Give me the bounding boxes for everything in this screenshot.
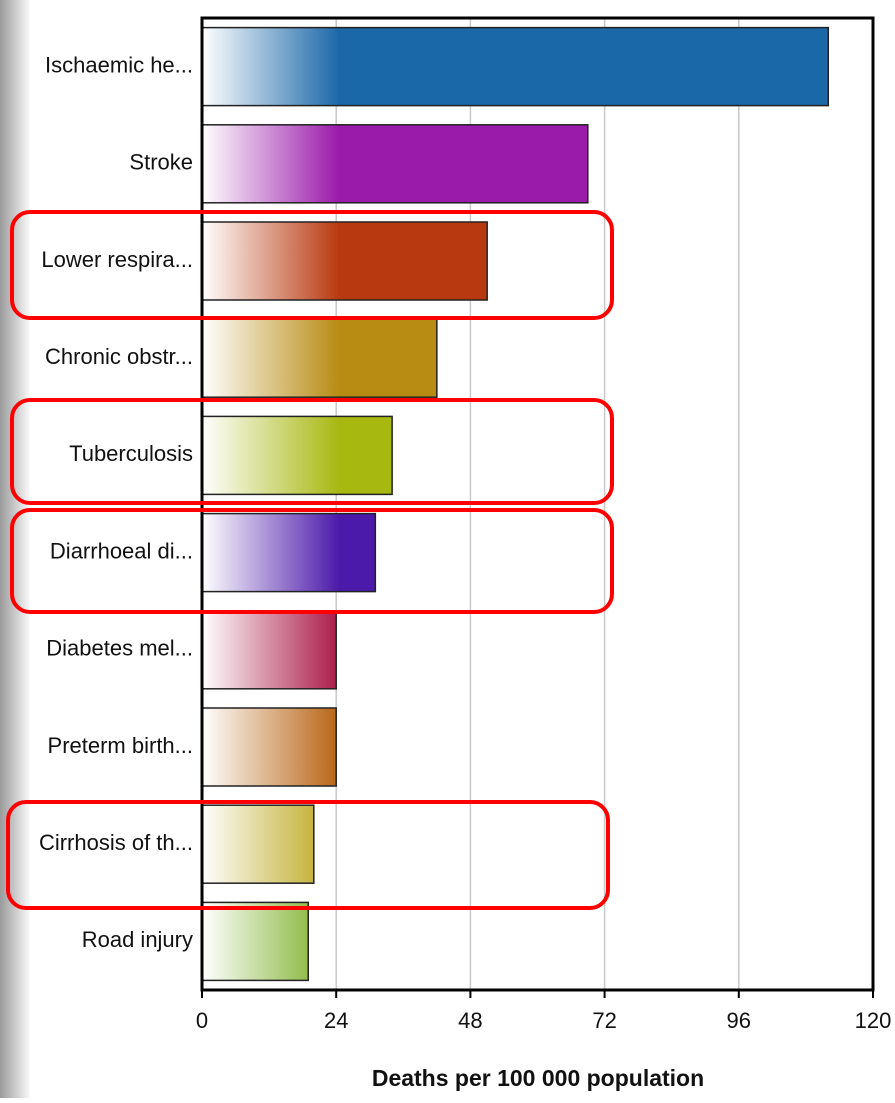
bar	[201, 124, 589, 204]
x-tick-label: 24	[324, 1008, 348, 1033]
y-tick-label: Preterm birth...	[48, 733, 193, 758]
bar	[201, 804, 315, 884]
bar	[201, 512, 377, 593]
bar	[201, 707, 337, 787]
y-tick-label: Tuberculosis	[69, 441, 193, 466]
y-tick-label: Road injury	[82, 927, 193, 952]
y-tick-label: Ischaemic he...	[45, 52, 193, 77]
y-tick-label: Stroke	[129, 150, 193, 175]
x-tick-label: 0	[196, 1008, 208, 1033]
highlight-box	[10, 398, 614, 505]
x-tick-label: 48	[458, 1008, 482, 1033]
x-tick-label: 72	[592, 1008, 616, 1033]
x-tick-label: 120	[855, 1008, 892, 1033]
bar	[201, 610, 337, 690]
highlight-box	[10, 508, 614, 614]
y-tick-label: Diarrhoeal di...	[50, 538, 193, 563]
highlight-box	[10, 210, 614, 320]
y-tick-label: Diabetes mel...	[46, 636, 193, 661]
side-shade	[0, 0, 30, 1098]
bar	[201, 415, 393, 496]
bar	[201, 318, 438, 398]
x-axis-title: Deaths per 100 000 population	[372, 1065, 704, 1091]
y-tick-label: Chronic obstr...	[45, 344, 193, 369]
bar	[201, 901, 309, 982]
highlight-box	[6, 800, 610, 910]
y-tick-label: Lower respira...	[41, 247, 193, 272]
y-tick-label: Cirrhosis of th...	[39, 830, 193, 855]
x-tick-label: 96	[727, 1008, 751, 1033]
bar	[201, 221, 488, 301]
bar	[201, 26, 830, 107]
